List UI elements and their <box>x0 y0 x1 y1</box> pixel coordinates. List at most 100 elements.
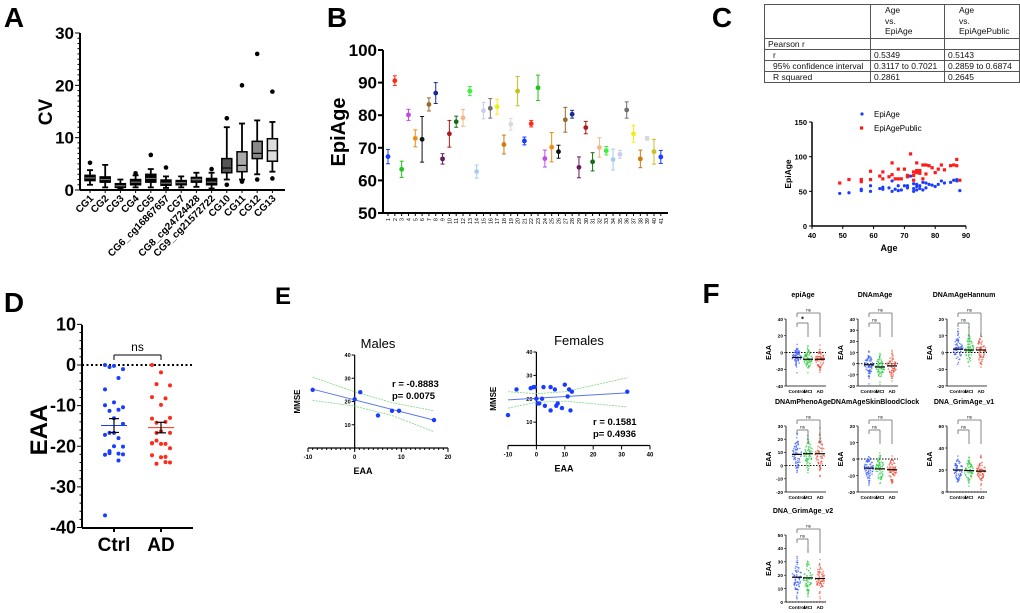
plot-title: DNAmAgeSkinBloodClock <box>831 399 919 406</box>
data-point <box>514 387 519 392</box>
data-point <box>821 463 823 465</box>
data-point <box>791 354 794 357</box>
data-point <box>808 365 810 367</box>
x-axis-label: EAA <box>554 464 574 474</box>
data-point <box>908 174 913 178</box>
confidence-band <box>507 400 628 409</box>
data-point <box>866 466 868 468</box>
data-point <box>967 466 970 469</box>
data-point <box>960 350 962 353</box>
data-point <box>819 558 821 561</box>
data-point <box>793 351 796 353</box>
y-tick-label: -20 <box>848 490 855 496</box>
data-point <box>868 377 870 379</box>
data-point <box>867 465 870 468</box>
data-point <box>871 473 873 475</box>
data-point-square <box>933 171 937 175</box>
data-point <box>893 187 897 191</box>
data-point <box>957 341 959 343</box>
data-point-square <box>890 173 894 177</box>
data-point <box>980 363 983 366</box>
data-point <box>968 472 970 474</box>
data-point <box>957 458 959 460</box>
y-tick-label: 0 <box>941 350 944 356</box>
data-point <box>795 575 798 577</box>
data-point <box>983 350 986 353</box>
x-tick-label: 70 <box>900 231 908 240</box>
data-point <box>879 465 882 468</box>
data-point <box>800 451 803 453</box>
data-point <box>396 408 402 413</box>
data-point <box>806 585 808 588</box>
table-cell <box>944 38 1020 50</box>
data-point <box>819 463 822 465</box>
data-point <box>822 355 825 357</box>
data-point <box>978 468 981 471</box>
data-point <box>805 365 808 367</box>
data-point <box>159 441 163 446</box>
data-point <box>980 343 983 346</box>
header-line: EpiAgePublic <box>959 26 1010 36</box>
mean-point <box>515 88 520 94</box>
data-point <box>887 186 891 190</box>
data-point <box>796 348 798 351</box>
data-point <box>805 583 807 585</box>
data-point <box>866 458 869 460</box>
y-tick-label: 40 <box>850 317 856 323</box>
data-point <box>968 339 971 342</box>
data-point <box>818 446 821 449</box>
data-point <box>890 471 893 473</box>
data-point <box>811 447 813 450</box>
data-point-square <box>890 161 894 165</box>
data-point <box>794 582 796 585</box>
data-point <box>879 470 881 472</box>
x-tick-label: MCI <box>965 389 974 395</box>
data-point <box>811 573 814 576</box>
x-tick-label: 22 <box>529 218 535 224</box>
data-point <box>793 448 795 450</box>
data-point <box>879 476 881 478</box>
data-point <box>820 365 822 367</box>
data-point <box>807 448 810 450</box>
y-tick-label: 20 <box>526 397 532 403</box>
data-point <box>894 361 896 363</box>
data-point <box>798 354 801 356</box>
data-point <box>806 363 808 366</box>
data-point <box>821 448 823 450</box>
data-point <box>121 405 125 410</box>
data-point <box>889 357 891 359</box>
y-tick-label: 10 <box>345 423 351 429</box>
data-point <box>879 473 882 475</box>
data-point <box>820 573 823 575</box>
data-point <box>868 456 870 458</box>
data-point <box>968 365 970 367</box>
data-point <box>877 474 880 476</box>
data-point-square <box>958 178 962 182</box>
data-point <box>793 457 795 459</box>
data-point-square <box>942 168 947 172</box>
data-point <box>867 365 870 367</box>
data-point <box>980 359 983 361</box>
x-tick-label: 31 <box>591 218 597 224</box>
data-point <box>880 374 883 376</box>
significance-label: ns <box>131 340 144 354</box>
y-axis-label: MMSE <box>489 386 498 411</box>
data-point <box>818 573 821 575</box>
outlier-point <box>254 51 260 57</box>
data-point <box>959 461 961 464</box>
data-point <box>980 366 982 368</box>
data-point <box>866 459 868 461</box>
data-point <box>818 365 821 368</box>
data-point <box>972 471 974 473</box>
x-tick-label: Control <box>788 389 805 395</box>
data-point <box>807 595 809 598</box>
table-row: r 0.5349 0.5143 <box>763 49 1020 61</box>
data-point <box>890 369 893 372</box>
r-value-label: r = -0.8883 <box>392 379 439 390</box>
panel-label-f: F <box>702 278 719 309</box>
x-tick-label: AD <box>889 389 896 395</box>
data-point <box>807 591 810 593</box>
data-point <box>880 367 882 369</box>
data-point <box>807 346 809 348</box>
data-point <box>968 351 971 353</box>
